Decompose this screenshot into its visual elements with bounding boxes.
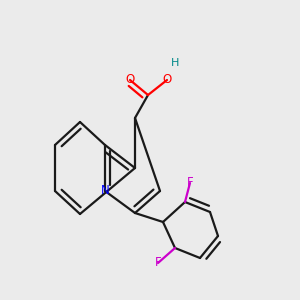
Text: H: H [171,58,179,68]
Text: N: N [100,184,109,197]
Text: F: F [155,256,161,269]
Text: O: O [125,74,135,86]
Text: O: O [162,74,172,86]
Text: F: F [187,176,193,190]
